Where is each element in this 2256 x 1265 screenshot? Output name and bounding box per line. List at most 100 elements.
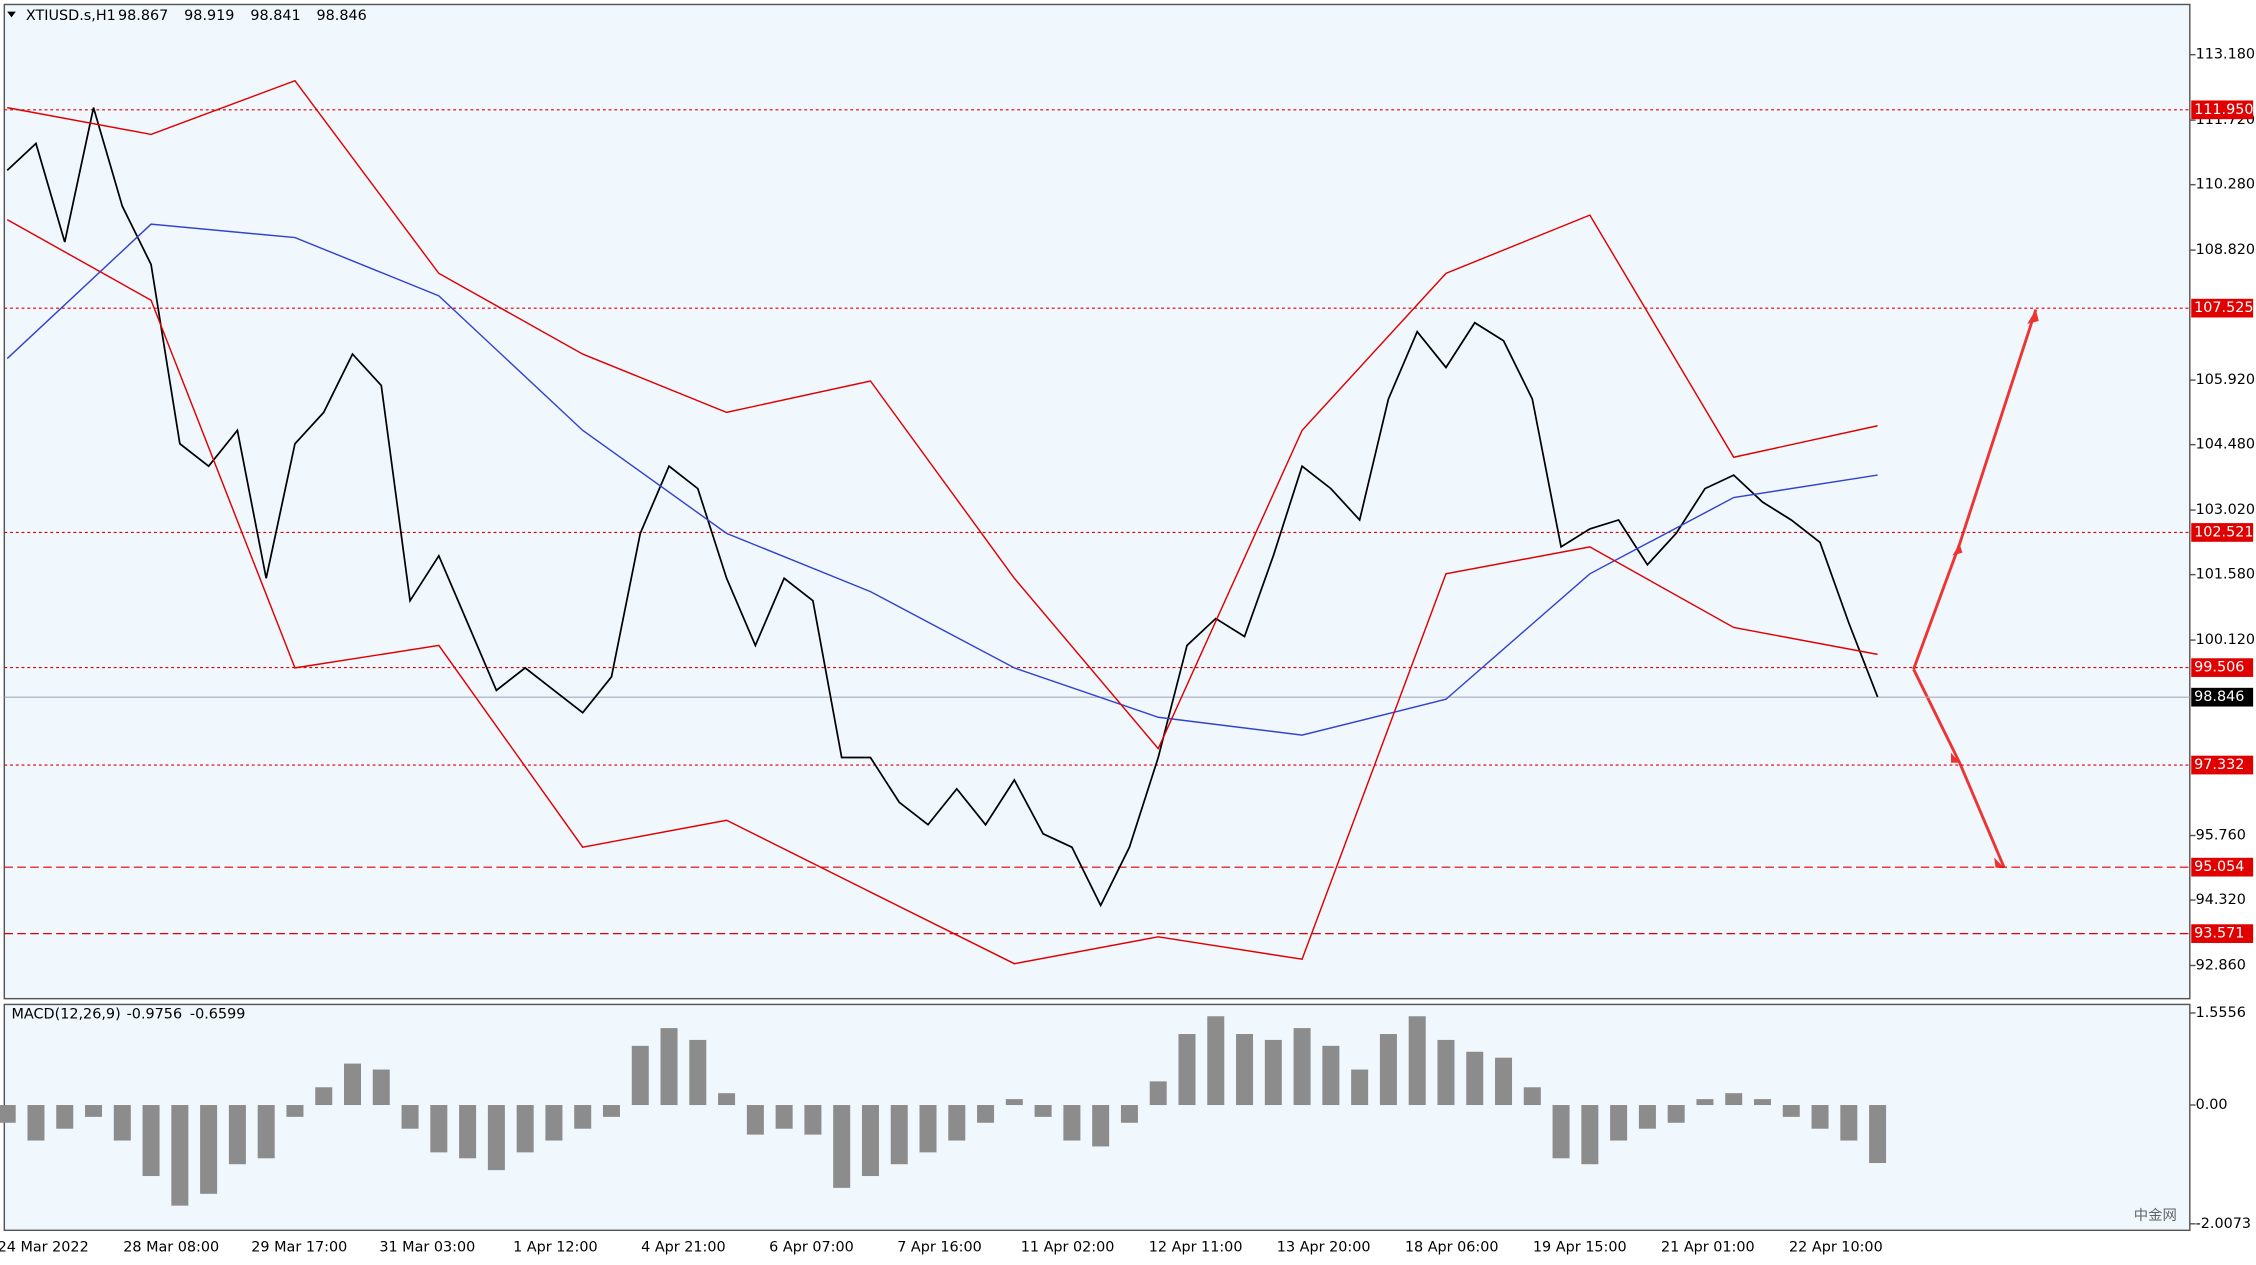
macd-bar (0, 1105, 16, 1123)
current-price-box (2191, 687, 2254, 707)
macd-bar (775, 1105, 793, 1129)
macd-bar (1322, 1045, 1340, 1106)
macd-bar (1236, 1034, 1254, 1106)
macd-bar (861, 1105, 879, 1177)
y-tick-label: 94.320 (2196, 892, 2246, 908)
ohlc-value: 98.867 (118, 8, 168, 24)
macd-bar (1379, 1034, 1397, 1106)
macd-bar (343, 1063, 362, 1106)
macd-bar (1610, 1105, 1628, 1141)
macd-bar (631, 1045, 649, 1106)
macd-bar (286, 1105, 304, 1117)
series-line (6, 107, 1879, 908)
y-tick-label: 100.120 (2196, 632, 2255, 648)
macd-bar (56, 1105, 74, 1129)
level-box (2191, 924, 2254, 943)
macd-bar (1120, 1105, 1138, 1123)
macd-bar (1495, 1057, 1513, 1106)
macd-bar (1408, 1016, 1426, 1106)
x-tick-label: 12 Apr 11:00 (1149, 1240, 1243, 1256)
y-tick-label: 103.020 (2196, 502, 2255, 518)
macd-bar (1466, 1051, 1484, 1106)
watermark: 中金网 (2134, 1207, 2177, 1224)
y-tick-label: 101.580 (2196, 567, 2255, 583)
x-tick-label: 22 Apr 10:00 (1789, 1240, 1883, 1256)
ohlc-value: 98.841 (250, 8, 300, 24)
macd-bar (948, 1105, 966, 1141)
macd-bar (315, 1087, 333, 1106)
y-tick-label: 110.280 (2196, 177, 2255, 193)
y-tick-label: -2.0073 (2196, 1216, 2252, 1232)
menu-triangle (7, 11, 16, 18)
macd-bar (516, 1105, 534, 1153)
x-tick-label: 31 Mar 03:00 (379, 1240, 475, 1256)
macd-bar (919, 1105, 937, 1153)
x-tick-label: 24 Mar 2022 (0, 1240, 89, 1256)
macd-bar (85, 1105, 103, 1117)
y-tick-label: 105.920 (2196, 372, 2255, 388)
macd-bar (459, 1105, 477, 1159)
y-tick-label: 92.860 (2196, 957, 2246, 973)
macd-bar (142, 1105, 160, 1177)
macd-bar (372, 1069, 390, 1106)
y-tick-label: 104.480 (2196, 437, 2255, 453)
macd-bar (1264, 1039, 1282, 1106)
macd-bar (890, 1105, 908, 1165)
macd-bar (1552, 1105, 1570, 1159)
price-pane (3, 3, 2191, 1000)
macd-bar (430, 1105, 448, 1153)
series-line (7, 79, 1878, 750)
macd-bar (113, 1105, 131, 1141)
current-price-label: 98.846 (2194, 689, 2244, 705)
macd-reading: -0.9756 (127, 1006, 183, 1022)
macd-bar (660, 1028, 678, 1106)
level-label: 111.950 (2194, 102, 2253, 118)
macd-title: MACD(12,26,9) (12, 1006, 121, 1022)
macd-bar (1581, 1105, 1599, 1165)
symbol-title: XTIUSD.s,H1 (26, 8, 116, 24)
macd-bar (1638, 1105, 1656, 1129)
macd-bar (487, 1105, 505, 1171)
macd-bar (27, 1105, 45, 1141)
macd-bar (602, 1105, 620, 1117)
macd-bar (257, 1105, 275, 1159)
x-tick-label: 13 Apr 20:00 (1277, 1240, 1371, 1256)
macd-bar (1840, 1105, 1858, 1141)
x-tick-label: 29 Mar 17:00 (251, 1240, 347, 1256)
y-tick-label: 113.180 (2196, 47, 2255, 63)
macd-bar (1207, 1016, 1225, 1106)
macd-bar (545, 1105, 563, 1141)
macd-bar (1437, 1039, 1455, 1106)
x-tick-label: 4 Apr 21:00 (641, 1240, 726, 1256)
level-label: 93.571 (2194, 926, 2244, 942)
ohlc-value: 98.846 (317, 8, 367, 24)
macd-bar (718, 1093, 736, 1106)
macd-bar (1092, 1105, 1110, 1147)
x-tick-label: 19 Apr 15:00 (1533, 1240, 1627, 1256)
y-tick-label: 1.5556 (2196, 1005, 2246, 1021)
macd-bar (833, 1105, 851, 1188)
x-tick-label: 1 Apr 12:00 (513, 1240, 598, 1256)
macd-bar (1523, 1087, 1541, 1106)
macd-bar (1782, 1105, 1800, 1117)
macd-bar (1725, 1093, 1743, 1106)
level-label: 97.332 (2194, 757, 2244, 773)
x-tick-label: 18 Apr 06:00 (1405, 1240, 1499, 1256)
level-label: 99.506 (2194, 660, 2244, 676)
level-box (2191, 755, 2254, 775)
level-box (2191, 857, 2254, 877)
macd-bar (228, 1105, 246, 1165)
x-tick-label: 7 Apr 16:00 (897, 1240, 982, 1256)
macd-bar (1667, 1105, 1685, 1123)
level-box (2191, 658, 2254, 677)
series-line (6, 223, 1878, 736)
macd-bar (574, 1105, 592, 1129)
macd-bar (1696, 1099, 1714, 1106)
macd-bar (401, 1105, 419, 1129)
level-box (2191, 298, 2254, 318)
macd-bar (977, 1105, 995, 1123)
macd-bar (689, 1039, 707, 1106)
macd-bar (1149, 1081, 1167, 1106)
ohlc-value: 98.919 (184, 8, 234, 24)
